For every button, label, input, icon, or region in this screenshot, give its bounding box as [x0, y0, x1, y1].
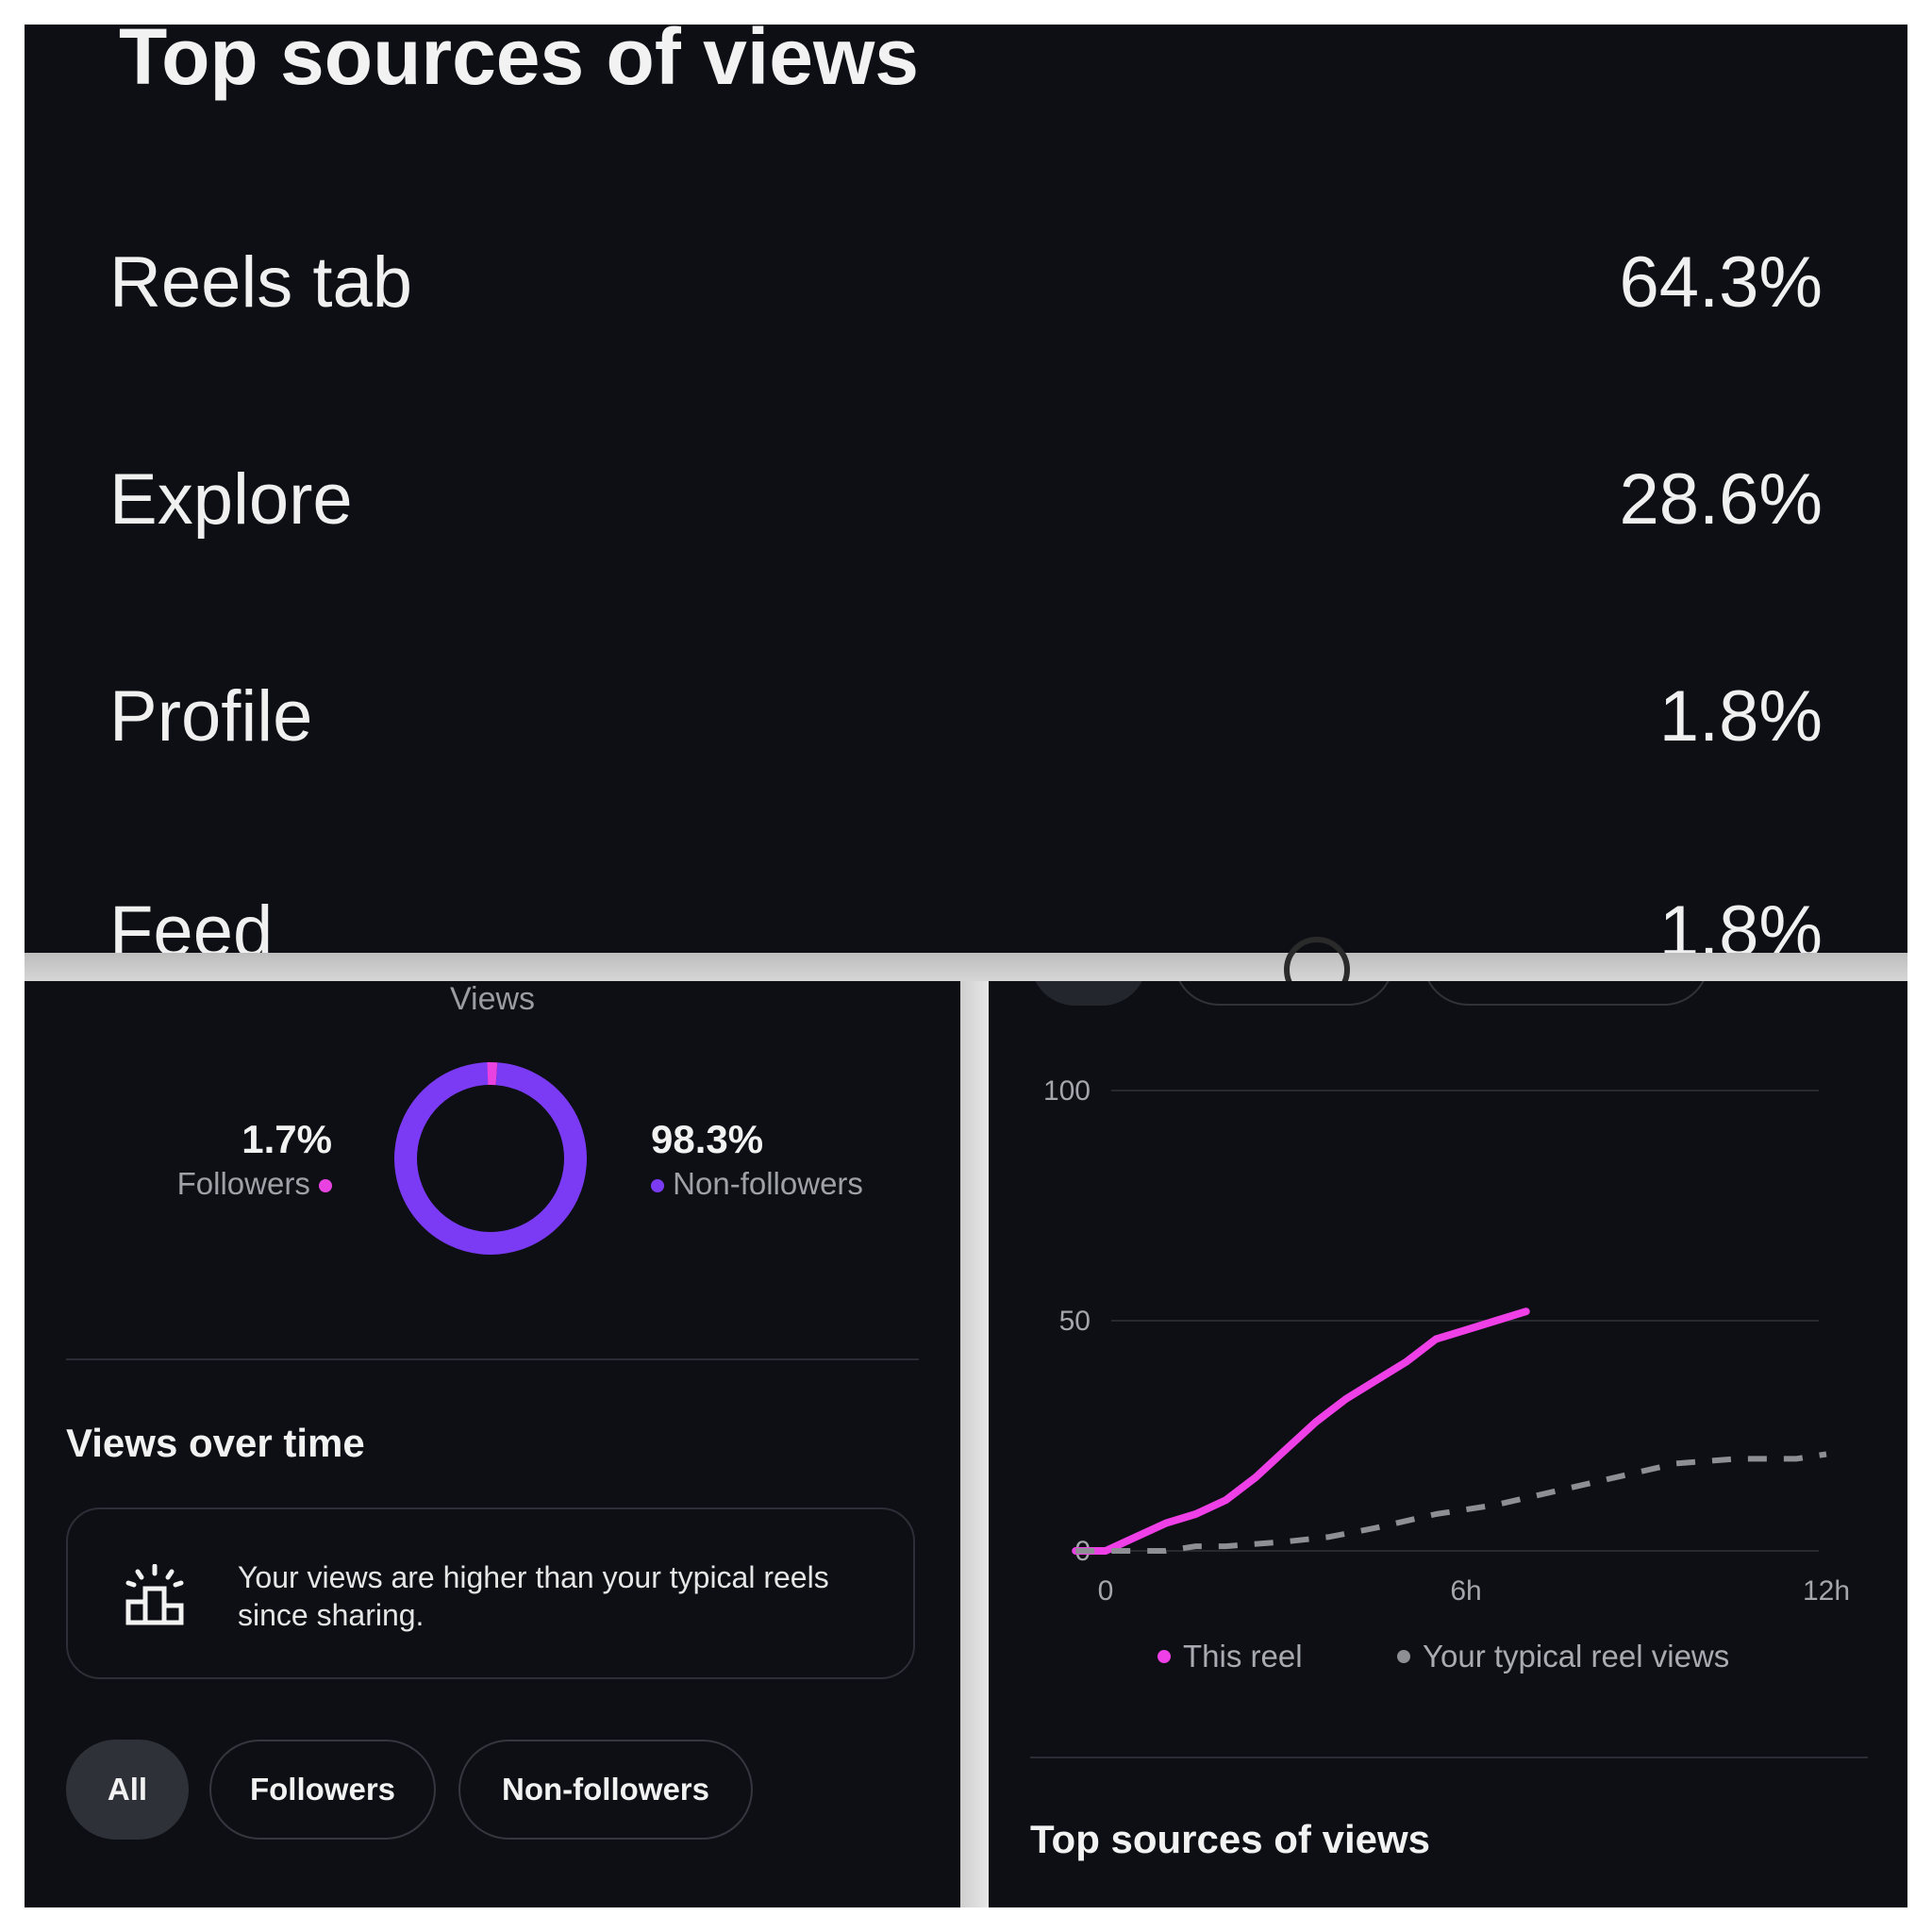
source-row-feed: Feed 1.8%	[109, 891, 1823, 953]
filter-followers-button[interactable]: Followers	[209, 1740, 436, 1840]
top-sources-panel: Top sources of views Reels tab 64.3% Exp…	[25, 25, 1907, 953]
series-line	[1072, 1307, 1530, 1555]
legend-dot-icon	[1158, 1650, 1171, 1663]
donut-segment-followers	[394, 1062, 587, 1255]
insight-text: Your views are higher than your typical …	[238, 1560, 829, 1632]
insight-card: Your views are higher than your typical …	[66, 1507, 915, 1679]
x-tick-label: 12h	[1803, 1575, 1850, 1607]
podium-chart-icon	[125, 1564, 184, 1625]
x-tick-label: 0	[1098, 1575, 1114, 1607]
audience-donut-chart	[394, 1062, 587, 1255]
legend-label: This reel	[1183, 1639, 1303, 1674]
source-label: Profile	[109, 676, 313, 757]
nonfollowers-label: Non-followers	[673, 1166, 863, 1201]
source-label: Reels tab	[109, 242, 413, 323]
followers-label: Followers	[176, 1166, 310, 1201]
source-row-explore: Explore 28.6%	[109, 458, 1823, 553]
source-value: 28.6%	[1619, 459, 1824, 540]
legend-dot-icon	[1397, 1650, 1410, 1663]
section-divider	[66, 1358, 919, 1360]
views-label: Views	[449, 981, 536, 1017]
y-tick-label: 50	[1059, 1306, 1091, 1337]
views-over-time-title: Views over time	[66, 1421, 365, 1465]
filter-all-button[interactable]: All	[66, 1740, 189, 1840]
nonfollowers-percent: 98.3%	[651, 1117, 764, 1161]
views-chart-panel: 0 50 100 0 6h 12h This reel Your typical reel…	[989, 981, 1907, 1907]
donut-segment-nonfollowers	[394, 1062, 587, 1255]
filter-nonfollowers-button[interactable]: Non-followers	[458, 1740, 753, 1840]
x-tick-label: 6h	[1450, 1575, 1481, 1607]
nonfollowers-legend: Non-followers	[651, 1166, 863, 1202]
divider-vertical	[960, 981, 989, 1907]
followers-dot-icon	[319, 1179, 332, 1193]
nonfollowers-dot-icon	[651, 1179, 664, 1193]
source-value: 64.3%	[1619, 242, 1824, 323]
source-row-reels-tab: Reels tab 64.3%	[109, 242, 1823, 336]
top-sources-title: Top sources of views	[119, 25, 919, 101]
followers-legend: Followers	[177, 1166, 332, 1202]
source-value: 1.8%	[1658, 676, 1823, 757]
source-label: Feed	[109, 891, 274, 953]
series-line	[1075, 1451, 1827, 1554]
y-tick-label: 100	[1043, 1075, 1091, 1107]
source-value: 1.8%	[1658, 891, 1823, 953]
followers-percent: 1.7%	[242, 1117, 332, 1161]
top-sources-heading: Top sources of views	[1030, 1817, 1430, 1861]
legend-label: Your typical reel views	[1423, 1639, 1729, 1674]
source-row-profile: Profile 1.8%	[109, 675, 1823, 770]
divider-bar	[25, 953, 1907, 981]
source-label: Explore	[109, 459, 353, 540]
audience-panel: Views 1.7% Followers 98.3% Non-followers…	[25, 981, 960, 1907]
section-divider	[1030, 1757, 1868, 1758]
